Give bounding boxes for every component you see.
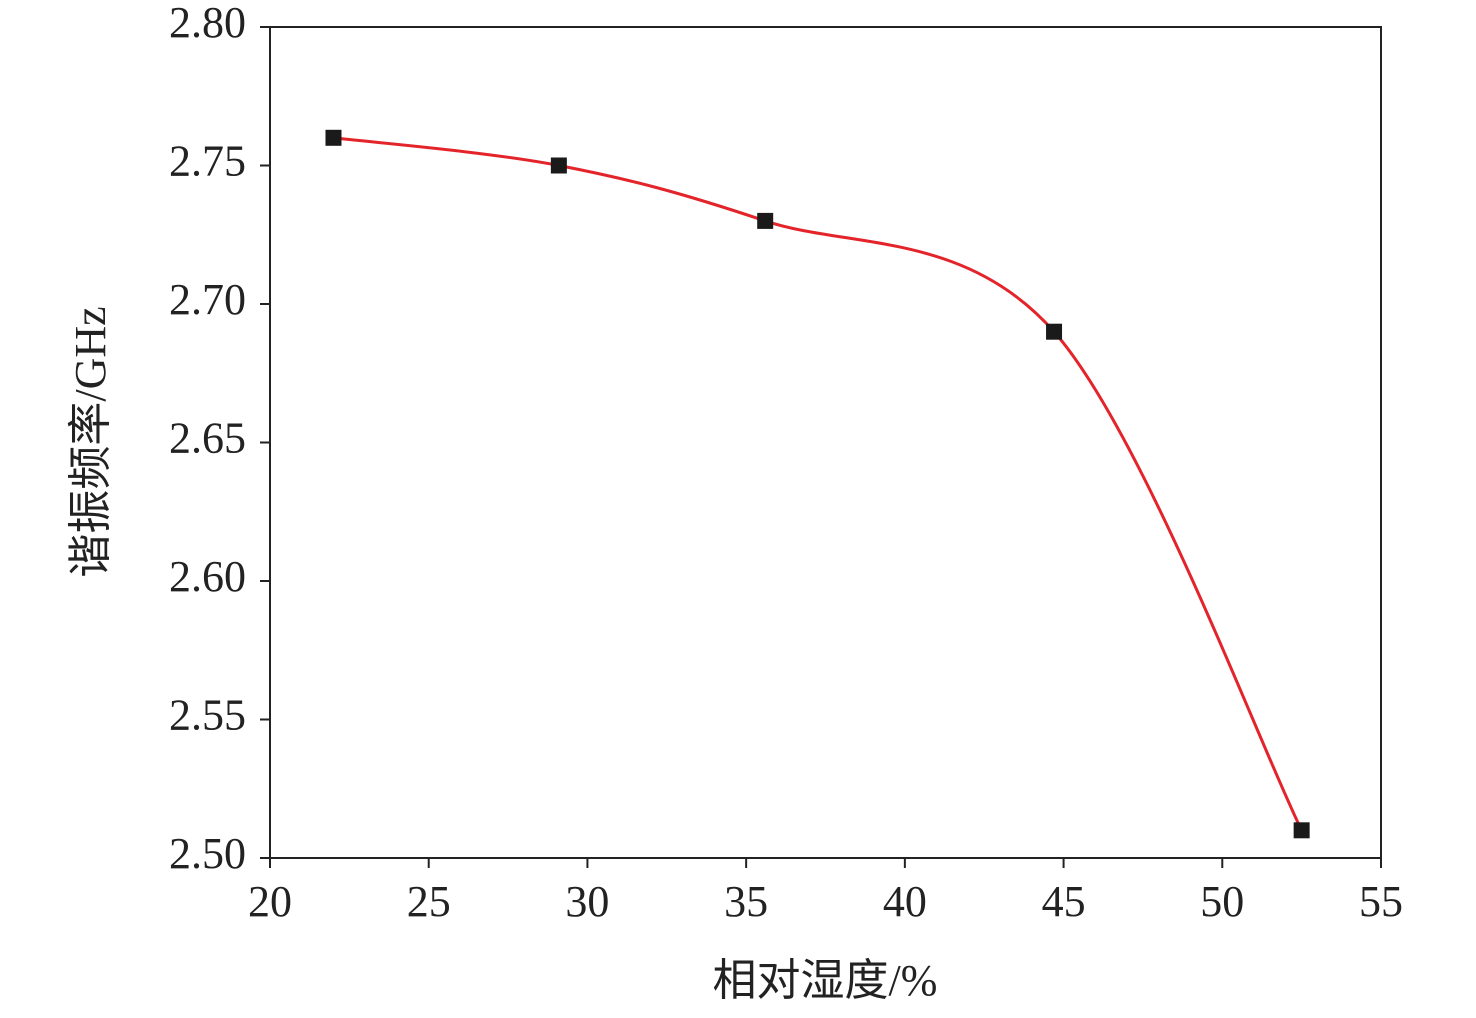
y-tick-label: 2.70 (169, 275, 246, 324)
x-tick-label: 55 (1359, 877, 1403, 926)
x-tick-label: 20 (248, 877, 292, 926)
fit-curve (333, 136, 1303, 831)
point (1293, 822, 1310, 839)
point (325, 129, 342, 146)
y-axis-title: 谐振频率/GHz (66, 306, 115, 577)
y-tick-label: 2.55 (169, 691, 246, 740)
y-tick-label: 2.80 (169, 0, 246, 47)
y-tick-label: 2.60 (169, 552, 246, 601)
point (757, 212, 774, 229)
x-tick-label: 45 (1042, 877, 1086, 926)
y-tick-label: 2.50 (169, 829, 246, 878)
plot-frame (269, 26, 1382, 859)
x-tick-label: 25 (407, 877, 451, 926)
y-tick-label: 2.75 (169, 137, 246, 186)
point (550, 157, 567, 174)
x-axis-title: 相对湿度/% (713, 956, 938, 1005)
x-tick-label: 30 (565, 877, 609, 926)
point (1046, 323, 1063, 340)
y-tick-label: 2.65 (169, 414, 246, 463)
x-tick-label: 35 (724, 877, 768, 926)
x-tick-label: 40 (883, 877, 927, 926)
x-tick-label: 50 (1200, 877, 1244, 926)
